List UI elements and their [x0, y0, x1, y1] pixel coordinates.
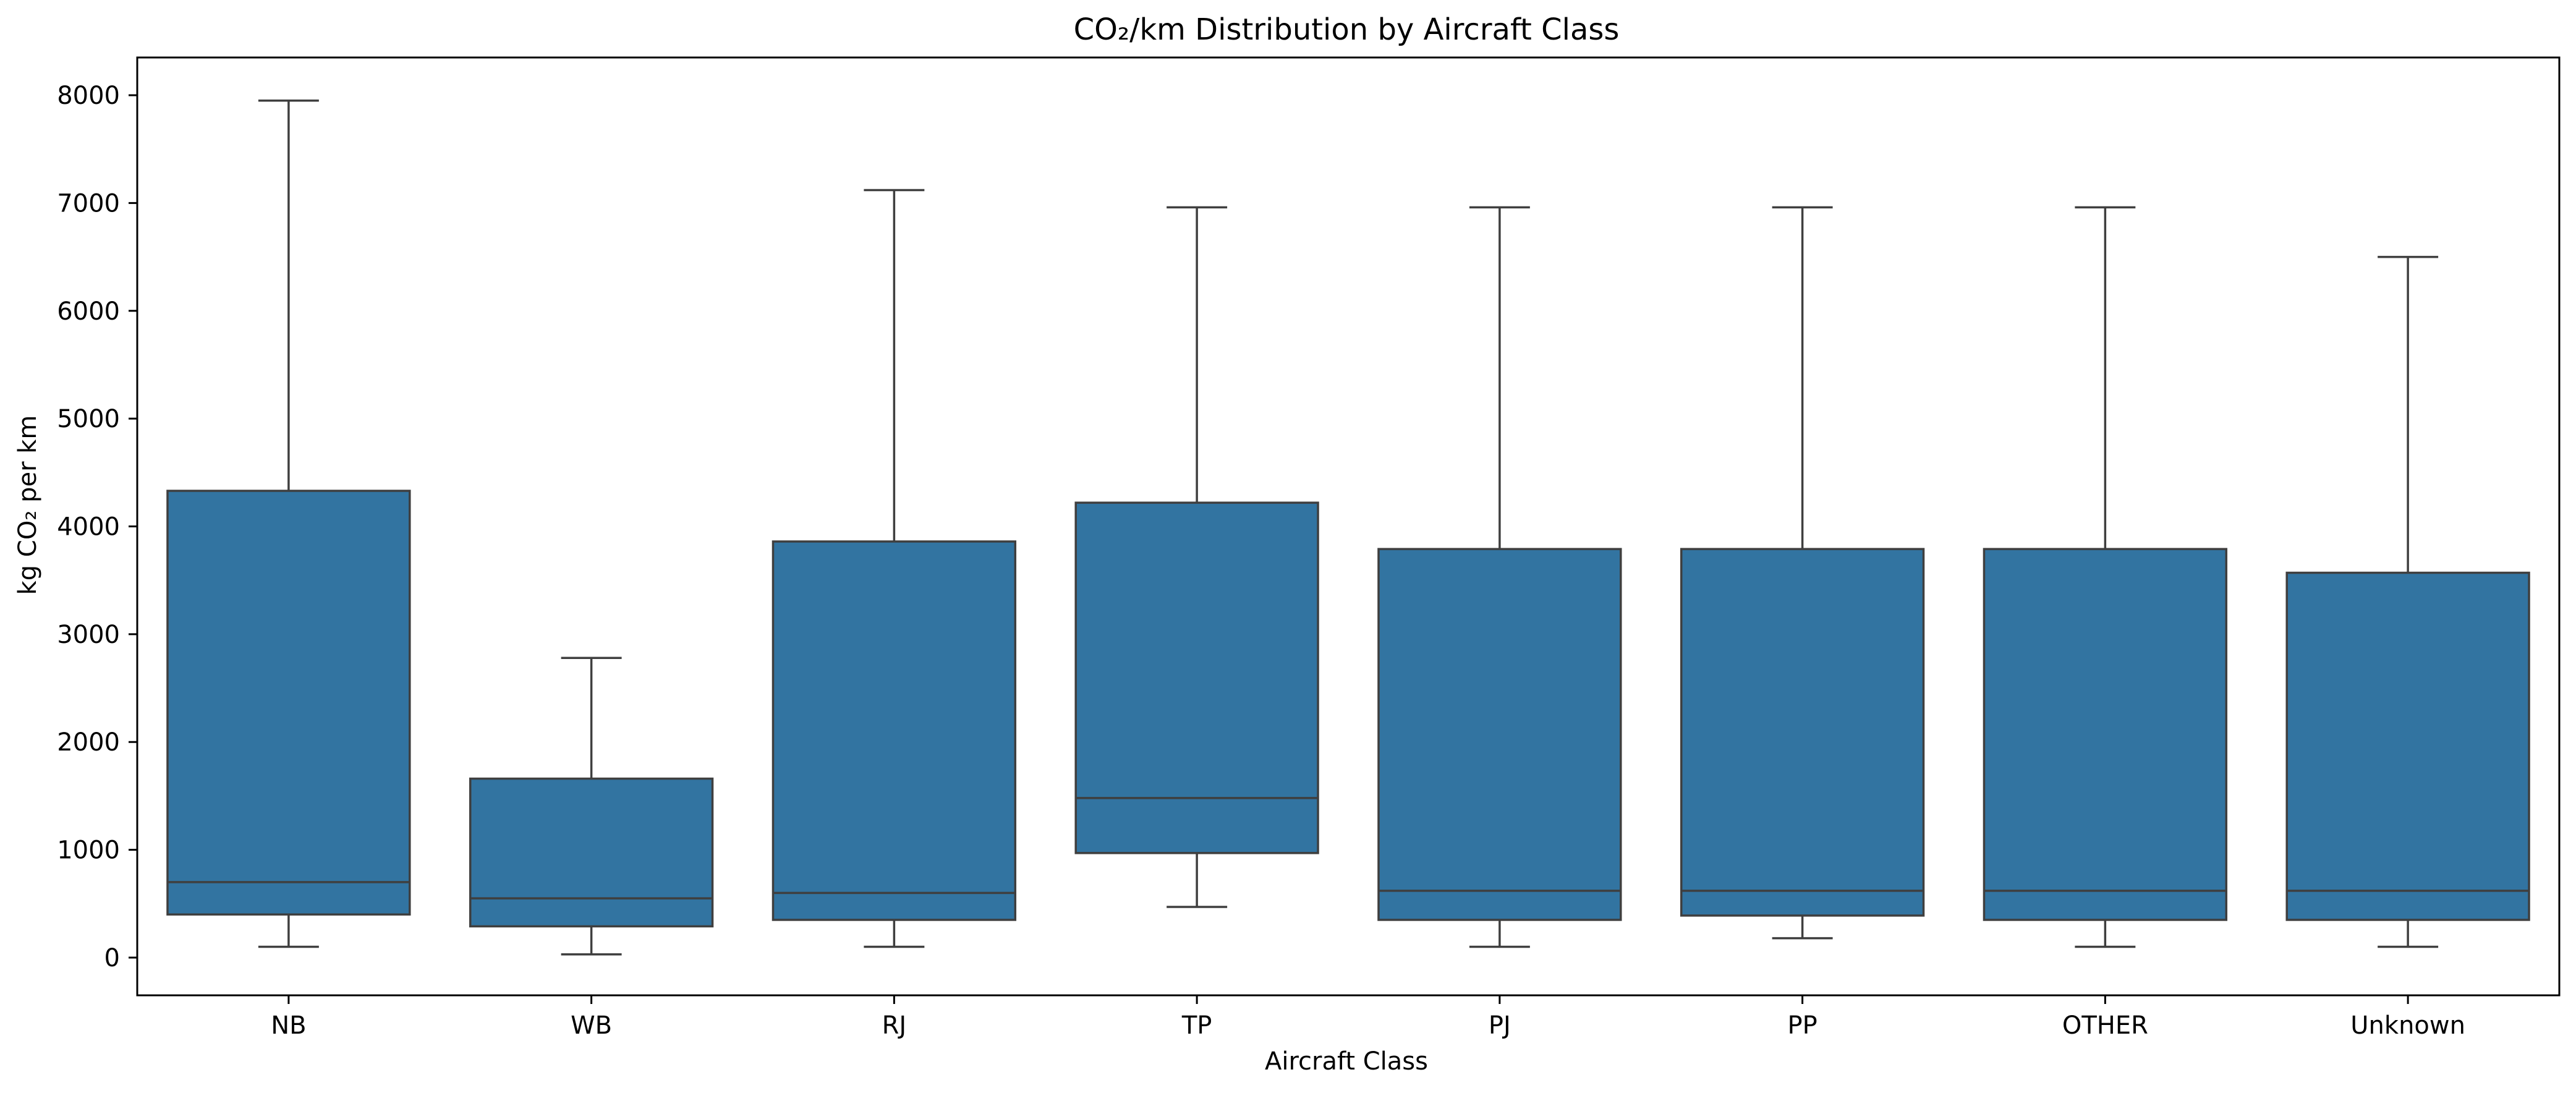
- y-tick-label: 6000: [57, 297, 120, 326]
- x-tick-label: RJ: [882, 1011, 907, 1040]
- y-axis-label: kg CO₂ per km: [14, 415, 42, 595]
- x-tick-label: PP: [1788, 1011, 1817, 1040]
- x-tick-label: PJ: [1489, 1011, 1511, 1040]
- x-tick-label: Unknown: [2350, 1011, 2465, 1040]
- y-tick-label: 4000: [57, 513, 120, 542]
- x-tick-label: NB: [271, 1011, 306, 1040]
- chart-title: CO₂/km Distribution by Aircraft Class: [1074, 12, 1620, 47]
- y-tick-label: 2000: [57, 728, 120, 757]
- y-tick-label: 1000: [57, 836, 120, 865]
- y-tick-label: 7000: [57, 189, 120, 218]
- y-tick-label: 3000: [57, 621, 120, 649]
- box-unknown: [2285, 571, 2530, 921]
- box-rj: [772, 540, 1017, 921]
- y-tick-label: 8000: [57, 82, 120, 110]
- x-tick-label: TP: [1181, 1011, 1212, 1040]
- box-other: [1983, 548, 2228, 921]
- box-wb: [469, 777, 714, 928]
- box-tp: [1074, 501, 1319, 854]
- x-axis-label: Aircraft Class: [1265, 1047, 1428, 1076]
- box-nb: [166, 490, 411, 916]
- x-tick-label: WB: [571, 1011, 612, 1040]
- y-tick-label: 5000: [57, 405, 120, 433]
- box-pp: [1680, 548, 1925, 917]
- box-pj: [1377, 548, 1622, 921]
- y-tick-label: 0: [104, 944, 120, 972]
- x-tick-label: OTHER: [2062, 1011, 2148, 1040]
- plot-area: 0 1000 2000 3000 4000 5000 6000 7000 8000 NB WB RJ T…: [57, 56, 2561, 1040]
